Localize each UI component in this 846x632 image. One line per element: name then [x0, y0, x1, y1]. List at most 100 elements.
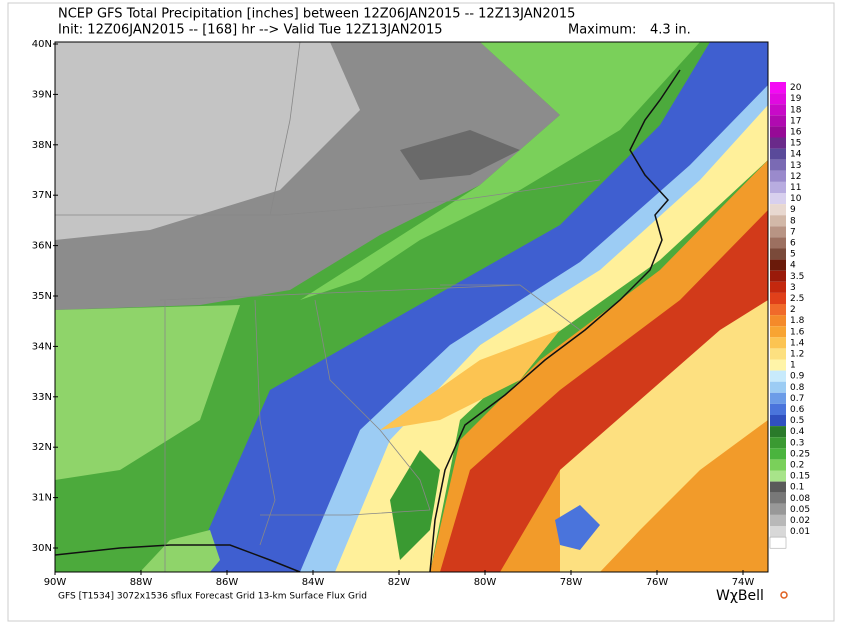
legend-label: 0.7 [790, 394, 804, 404]
legend-swatch [770, 426, 786, 438]
border [260, 509, 431, 516]
legend-label: 16 [790, 127, 802, 137]
precip-field [190, 42, 768, 572]
legend-label: 7 [790, 227, 796, 237]
legend-swatch [770, 137, 786, 149]
legend-swatch [770, 470, 786, 482]
precip-field [335, 105, 768, 572]
legend-swatch [770, 270, 786, 282]
legend-swatch [770, 292, 786, 304]
legend-swatch [770, 304, 786, 316]
legend-label: 0.08 [790, 494, 810, 504]
legend-label: 11 [790, 183, 801, 193]
lat-label: 30N [32, 543, 52, 554]
lon-label: 86W [216, 577, 239, 588]
precip-field [390, 450, 440, 560]
legend-label: 6 [790, 238, 796, 248]
legend-swatch [770, 82, 786, 94]
legend-swatch [770, 370, 786, 382]
logo-dot [780, 591, 788, 599]
legend-swatch [770, 337, 786, 349]
legend-label: 0.3 [790, 438, 804, 448]
state-borders [55, 42, 601, 572]
lat-label: 39N [32, 89, 52, 100]
legend-swatch [770, 448, 786, 460]
border [440, 284, 581, 331]
legend-label: 2.5 [790, 294, 804, 304]
lon-label: 90W [44, 577, 67, 588]
legend-swatch [770, 526, 786, 538]
lat-label: 34N [32, 341, 52, 352]
lon-label: 82W [388, 577, 411, 588]
legend-label: 3.5 [790, 272, 804, 282]
precip-field [440, 210, 768, 572]
legend-swatch [770, 148, 786, 160]
legend-label: 1.2 [790, 349, 804, 359]
legend-swatch [770, 104, 786, 116]
lon-label: 84W [302, 577, 325, 588]
legend-swatch [770, 204, 786, 216]
legend-label: 17 [790, 116, 801, 126]
legend-label: 0.15 [790, 472, 810, 482]
frame [7, 2, 835, 622]
legend-label: 1 [790, 361, 796, 371]
legend-label: 19 [790, 94, 802, 104]
lon-label: 78W [560, 577, 583, 588]
latitude-labels: 40N 39N 38N 37N 36N 35N 34N 33N 32N 31N 30N [32, 39, 58, 554]
legend-label: 0.1 [790, 483, 804, 493]
legend-swatch [770, 348, 786, 360]
legend-swatch [770, 226, 786, 238]
footer-caption: GFS [T1534] 3072x1536 sflux Forecast Gri… [58, 592, 367, 602]
legend-swatch [770, 326, 786, 338]
legend-swatch [769, 536, 787, 549]
legend-label: 0.25 [790, 449, 810, 459]
legend-swatch [770, 126, 786, 138]
legend-label: 1.8 [790, 316, 805, 326]
precip-field [555, 505, 600, 550]
legend-label: 0.2 [790, 460, 804, 470]
legend-label: 13 [790, 161, 801, 171]
legend-swatch [770, 503, 786, 515]
legend-swatch [770, 415, 786, 427]
legend-swatch [770, 492, 786, 504]
legend-label: 9 [790, 205, 796, 215]
lat-label: 38N [32, 140, 52, 151]
legend-label: 10 [790, 194, 802, 204]
legend-swatch [770, 392, 786, 404]
coastline [55, 544, 301, 572]
lat-label: 31N [32, 493, 52, 504]
legend-label: 0.01 [790, 527, 810, 537]
lon-label: 74W [732, 577, 755, 588]
legend-swatch [770, 170, 786, 182]
legend-label: 15 [790, 139, 801, 149]
legend-label: 2 [790, 305, 796, 315]
precip-field [300, 85, 768, 572]
lon-label: 88W [130, 577, 153, 588]
legend-swatch [770, 403, 786, 415]
precip-field [140, 530, 220, 572]
lat-label: 32N [32, 442, 52, 453]
maximum-label: Maximum: [568, 23, 636, 38]
legend-swatch [770, 315, 786, 327]
legend-swatch [770, 514, 786, 526]
legend-label: 0.4 [790, 427, 805, 437]
precip-field [400, 130, 520, 180]
legend-swatch [770, 481, 786, 493]
legend-swatch [770, 193, 786, 205]
legend-label: 1.6 [790, 327, 805, 337]
subtitle: Init: 12Z06JAN2015 -- [168] hr --> Valid… [58, 23, 443, 38]
legend-swatch [770, 248, 786, 260]
border [254, 299, 276, 546]
legend-swatch [770, 93, 786, 105]
lon-label: 76W [646, 577, 669, 588]
title: NCEP GFS Total Precipitation [inches] be… [58, 7, 575, 22]
longitude-labels: 90W 88W 86W 84W 82W 80W 78W 76W 74W [44, 570, 755, 588]
border [269, 42, 301, 216]
legend-swatch [770, 437, 786, 449]
border [55, 179, 601, 216]
precip-field [300, 42, 700, 300]
lon-label: 80W [474, 577, 497, 588]
legend-label: 1.4 [790, 338, 805, 348]
legend-label: 0.8 [790, 383, 805, 393]
legend-swatch [770, 359, 786, 371]
